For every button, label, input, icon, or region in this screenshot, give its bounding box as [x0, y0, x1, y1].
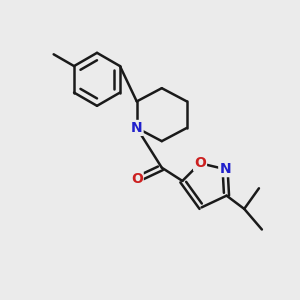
Text: N: N [219, 162, 231, 176]
Text: O: O [194, 156, 206, 170]
Text: N: N [131, 121, 142, 135]
Text: O: O [131, 172, 143, 186]
